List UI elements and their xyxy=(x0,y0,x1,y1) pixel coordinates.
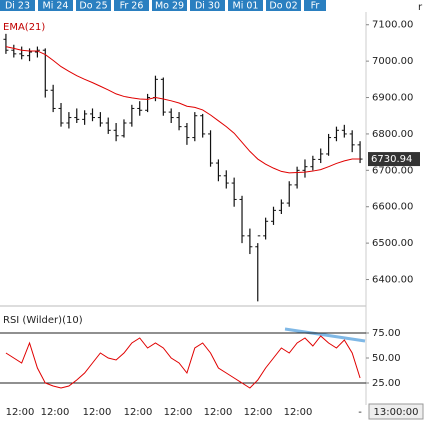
cursor-label: 13:00:00 xyxy=(374,407,419,418)
date-tab xyxy=(304,0,326,11)
last-price-label: 6730.94 xyxy=(371,154,412,165)
x-tick-label: 12:00 xyxy=(124,407,153,418)
y-tick-label: 6700.00 xyxy=(372,165,413,176)
date-tab xyxy=(38,0,73,11)
date-tab xyxy=(0,0,35,11)
date-tab-label: Fr 26 xyxy=(120,1,144,12)
trend-line xyxy=(284,327,366,343)
x-tick-label: 12:00 xyxy=(6,407,35,418)
date-tab-label: Mi 24 xyxy=(43,1,69,12)
x-tick-label: 12:00 xyxy=(164,407,193,418)
y-tick-label: 7000.00 xyxy=(372,56,413,67)
rsi-line xyxy=(5,335,361,389)
y-tick-label: 6800.00 xyxy=(372,129,413,140)
date-tab xyxy=(266,0,301,11)
date-tab-label: Do 25 xyxy=(79,1,107,12)
y-tick-label: 25.00 xyxy=(372,378,401,389)
date-tab xyxy=(190,0,225,11)
x-tick-label: 12:00 xyxy=(204,407,233,418)
date-tab-label: Di 23 xyxy=(5,1,30,12)
x-tick-label: 12:00 xyxy=(244,407,273,418)
x-tick-label: 12:00 xyxy=(41,407,70,418)
cursor-box xyxy=(368,403,424,420)
x-tick-label: 12:00 xyxy=(83,407,112,418)
x-tick-label: - xyxy=(358,407,362,418)
y-tick-label: 6500.00 xyxy=(372,238,413,249)
y-tick-label: 6600.00 xyxy=(372,202,413,213)
x-tick-label: 12:00 xyxy=(284,407,313,418)
ema-line xyxy=(5,46,361,174)
y-tick-label: 6900.00 xyxy=(372,93,413,104)
rsi-title: RSI (Wilder)(10) xyxy=(3,315,83,326)
date-tab-label: Mo 29 xyxy=(155,1,184,12)
date-tab xyxy=(228,0,263,11)
date-tab-label: Di 30 xyxy=(195,1,220,12)
y-tick-label: 75.00 xyxy=(372,328,401,339)
legend-entry: EMA(21) xyxy=(3,22,45,33)
y-tick-label: 6400.00 xyxy=(372,275,413,286)
y-tick-label: 50.00 xyxy=(372,353,401,364)
last-price-box xyxy=(368,152,420,167)
date-tab-label: Do 02 xyxy=(269,1,297,12)
date-tab-label: Mi 01 xyxy=(233,1,259,12)
corner-text: r xyxy=(418,2,423,13)
date-tab xyxy=(152,0,187,11)
date-tab xyxy=(76,0,111,11)
date-tab xyxy=(114,0,149,11)
y-tick-label: 7100.00 xyxy=(372,20,413,31)
date-tab-label: Fr xyxy=(311,1,320,12)
